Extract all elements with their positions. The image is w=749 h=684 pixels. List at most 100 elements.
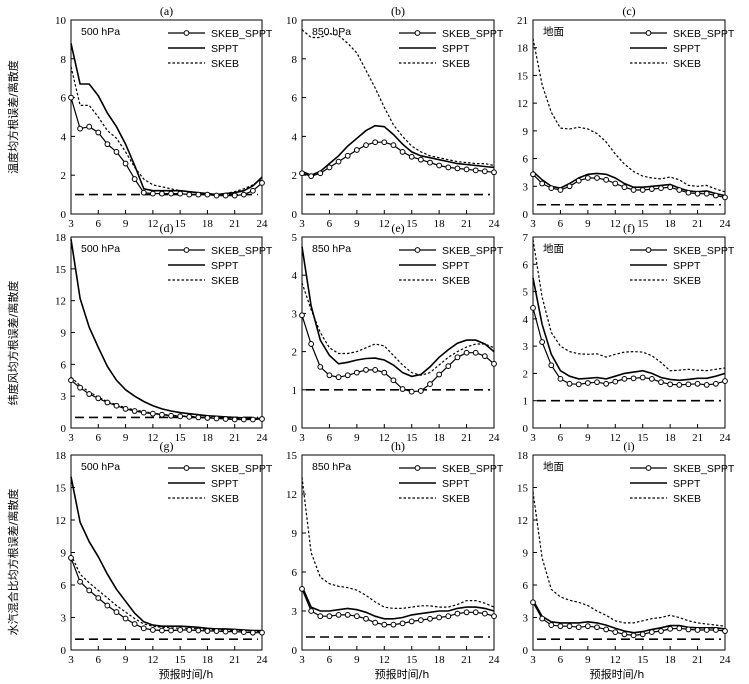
data-point [612,629,619,636]
y-tick-label: 0 [61,645,67,657]
data-point [95,129,102,136]
data-point [77,384,83,391]
data-point [113,149,120,155]
data-point [95,595,102,601]
data-point [122,160,129,167]
data-point [68,555,74,561]
y-tick-label: 0 [61,209,67,221]
data-point [213,415,220,422]
x-tick-label: 9 [585,432,591,444]
data-point [177,627,184,633]
legend-marker [645,30,652,36]
y-tick-label: 4 [292,270,298,282]
series-line-sppt [70,43,263,196]
y-tick-label: 7 [523,232,529,244]
x-tick-label: 24 [720,218,732,230]
x-tick-label: 21 [229,432,240,444]
data-point [472,349,479,356]
data-point [584,380,591,386]
y-tick-label: 18 [55,450,67,462]
y-tick-label: 3 [292,308,298,320]
x-tick-label: 3 [299,218,305,230]
data-point [463,609,470,616]
legend-label-skeb: SKEB [211,58,239,70]
y-tick-label: 6 [292,567,298,579]
x-tick-label: 12 [147,432,158,444]
legend-label-skeb_sppt: SKEB_SPPT [673,28,735,40]
panel-label: (g) [160,439,174,453]
panel-label: (d) [160,221,174,235]
data-point [566,380,573,387]
y-tick-label: 12 [286,489,297,501]
y-tick-label: 0 [523,645,529,657]
data-point [557,375,564,382]
data-point [667,184,674,191]
x-tick-label: 6 [558,432,564,444]
y-tick-label: 1 [292,385,298,397]
legend-label-sppt: SPPT [442,478,470,490]
data-point [240,191,247,198]
data-point [408,618,415,625]
data-point [308,341,315,347]
series-line-skeb_sppt [301,588,495,626]
data-point [427,381,433,387]
data-point [363,615,369,622]
data-point [481,168,488,175]
legend-marker [414,465,421,471]
series-line-sppt [301,246,495,378]
y-tick-label: 9 [61,328,67,340]
data-point [722,628,728,634]
legend-label-skeb: SKEB [673,275,701,287]
data-point [491,613,497,620]
data-point [308,608,315,614]
legend-marker [414,247,421,253]
data-point [722,194,728,201]
x-tick-label: 3 [530,218,536,230]
data-point [658,628,664,634]
series-line-skeb [532,38,726,193]
data-point [612,378,619,385]
legend-marker [645,247,652,253]
data-point [694,380,701,387]
data-point [694,627,701,633]
legend-label-skeb: SKEB [442,275,470,287]
data-point [630,375,637,382]
y-tick-label: 15 [55,483,67,495]
y-tick-label: 6 [523,580,529,592]
data-point [308,173,315,180]
legend-label-skeb: SKEB [211,493,239,505]
x-tick-label: 24 [257,432,269,444]
data-point [539,339,546,345]
y-tick-label: 18 [55,232,67,244]
series-line-skeb [532,239,726,372]
data-point [159,411,165,418]
x-tick-label: 15 [175,654,187,666]
x-tick-label: 9 [123,432,129,444]
data-point [186,627,193,633]
data-point [658,379,664,386]
data-point [548,362,555,369]
y-tick-label: 15 [517,70,529,82]
data-point [648,629,655,636]
series-line-sppt [532,277,726,382]
row-ylabel-1: 温度均方根误差/离散度 [6,60,20,174]
data-point [399,620,406,627]
data-point [417,156,424,163]
panel-label: (c) [622,4,635,18]
y-tick-label: 10 [55,15,67,27]
y-tick-label: 15 [55,264,67,276]
data-point [363,142,369,149]
data-point [149,627,156,633]
x-tick-label: 15 [406,432,418,444]
data-point [104,141,111,148]
y-tick-label: 18 [517,43,529,55]
data-point [530,599,536,606]
x-tick-label: 18 [434,432,446,444]
data-point [491,169,497,176]
panel-annotation: 850 hPa [312,26,351,38]
y-tick-label: 15 [286,450,298,462]
data-point [231,192,238,199]
x-tick-label: 15 [406,218,418,230]
plot-frame [532,19,726,215]
